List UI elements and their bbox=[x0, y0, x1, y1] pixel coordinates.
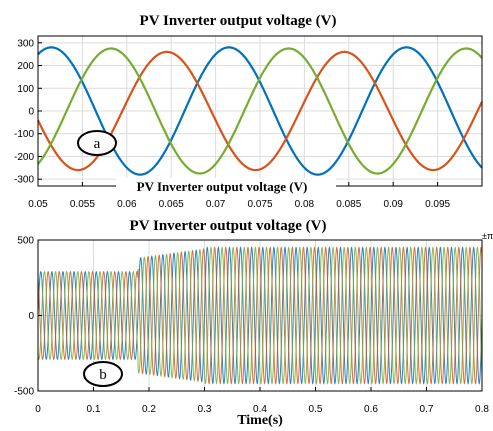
chart-a-annotation-marker bbox=[77, 130, 117, 156]
chart-a-series-2 bbox=[37, 50, 483, 172]
chart-a-y-ticks: 300 200 100 0 -100 -200 -300 bbox=[14, 38, 42, 186]
chart-a-x-ticks: 0.05 0.055 0.06 0.065 0.07 0.075 0.08 0.085 0.09… bbox=[28, 182, 451, 210]
chart-a-title: PV Inverter output voltage (V) bbox=[140, 13, 337, 29]
chart-a-y-tick-label: 100 bbox=[17, 84, 34, 95]
chart-a-x-tick-label: 0.09 bbox=[383, 199, 403, 210]
chart-b-x-tick-label: 0 bbox=[35, 404, 41, 415]
chart-b-title: PV Inverter output voltage (V) bbox=[130, 218, 327, 234]
chart-a-y-tick-label: 200 bbox=[17, 61, 34, 72]
chart-b-x-axis-label: Time(s) bbox=[237, 413, 283, 428]
chart-b-x-tick-label: 0.1 bbox=[87, 404, 101, 415]
chart-b-x-tick-label: 0.6 bbox=[364, 404, 378, 415]
chart-a-x-tick-label: 0.05 bbox=[28, 199, 48, 210]
overlay-caption: PV Inverter output voltage (V) bbox=[137, 179, 308, 194]
chart-b-x-tick-label: 0.2 bbox=[142, 404, 156, 415]
chart-a-annotation-label: a bbox=[94, 136, 101, 152]
chart-b-annotation-label: b bbox=[99, 367, 107, 383]
chart-a-x-tick-label: 0.085 bbox=[336, 199, 361, 210]
chart-b-series-2 bbox=[37, 246, 483, 385]
chart-b-y-tick-label: -500 bbox=[14, 387, 34, 398]
chart-a-x-tick-label: 0.075 bbox=[247, 199, 272, 210]
chart-a-y-tick-label: 300 bbox=[17, 38, 34, 49]
chart-b-series-group bbox=[37, 246, 483, 385]
chart-b-x-tick-label: 0.7 bbox=[420, 404, 434, 415]
chart-b-x-ticks: 0 0.1 0.2 0.3 0.4 0.5 0.6 0.7 0.8 bbox=[35, 387, 489, 415]
chart-a: PV Inverter output voltage (V) 300 200 100… bbox=[14, 13, 483, 210]
chart-a-y-tick-label: -100 bbox=[14, 129, 34, 140]
chart-a-y-tick-label: -300 bbox=[14, 175, 34, 186]
overlay-caption-backdrop bbox=[116, 178, 336, 192]
chart-b-x-tick-label: 0.5 bbox=[309, 404, 323, 415]
chart-a-x-tick-label: 0.07 bbox=[206, 199, 226, 210]
chart-a-x-tick-label: 0.055 bbox=[70, 199, 95, 210]
chart-b-x-tick-label: 0.8 bbox=[475, 404, 489, 415]
chart-a-series-3 bbox=[37, 47, 483, 175]
chart-b-series-1 bbox=[37, 246, 483, 385]
chart-b-x-tick-label: 0.3 bbox=[198, 404, 212, 415]
chart-b-annotation-marker bbox=[83, 361, 123, 387]
chart-b-y-tick-label: 500 bbox=[17, 236, 34, 247]
chart-a-x-tick-label: 0.065 bbox=[159, 199, 184, 210]
chart-a-y-tick-label: -200 bbox=[14, 152, 34, 163]
chart-b-y-ticks: 500 0 -500 bbox=[14, 236, 42, 398]
chart-a-x-tick-label: 0.06 bbox=[117, 199, 137, 210]
chart-a-x-tick-label: 0.095 bbox=[425, 199, 450, 210]
chart-b-corner-glyph: ±π bbox=[482, 231, 493, 241]
chart-b-x-tick-label: 0.4 bbox=[253, 404, 267, 415]
chart-a-y-tick-label: 0 bbox=[28, 107, 34, 118]
chart-b-y-tick-label: 0 bbox=[28, 311, 34, 322]
chart-a-x-tick-label: 0.08 bbox=[295, 199, 315, 210]
chart-b-series-3 bbox=[37, 246, 483, 385]
